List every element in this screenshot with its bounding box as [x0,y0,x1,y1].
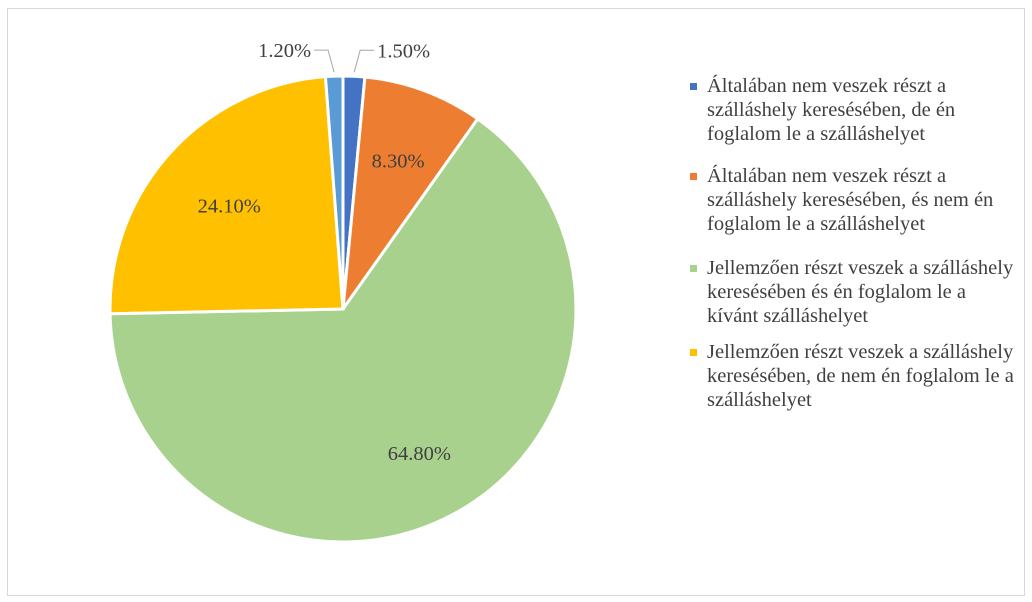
slice-data-label: 24.10% [198,196,261,218]
legend-swatch-blue [690,83,697,90]
pie-slice [340,75,480,315]
legend-swatch-orange [690,173,697,180]
slice-data-label: 1.50% [377,40,430,62]
legend-item-2: Általában nem veszek részt a szálláshely… [690,164,1020,236]
legend-label-3: Jellemzően részt veszek a szálláshely ke… [707,257,1014,327]
legend-item-3: Jellemzően részt veszek a szálláshely ke… [690,256,1020,328]
legend-item-1: Általában nem veszek részt a szálláshely… [690,74,1020,146]
pie-slice [108,75,345,316]
legend-swatch-yellow [690,349,697,356]
chart-frame [7,8,1025,596]
legend-label-1: Általában nem veszek részt a szálláshely… [707,75,956,145]
legend-item-4: Jellemzően részt veszek a szálláshely ke… [690,340,1020,412]
slice-data-label: 8.30% [372,150,425,172]
legend-label-4: Jellemzően részt veszek a szálláshely ke… [707,341,1014,411]
legend-swatch-green [690,265,697,272]
chart-legend: Általában nem veszek részt a szálláshely… [690,74,1020,412]
leader-line [314,49,335,73]
pie-slice [108,116,578,544]
legend-label-2: Általában nem veszek részt a szálláshely… [707,165,994,235]
slice-data-label: 64.80% [388,443,451,465]
slice-data-label: 1.20% [258,40,311,62]
pie-slice [323,74,345,310]
leader-line [353,49,375,73]
